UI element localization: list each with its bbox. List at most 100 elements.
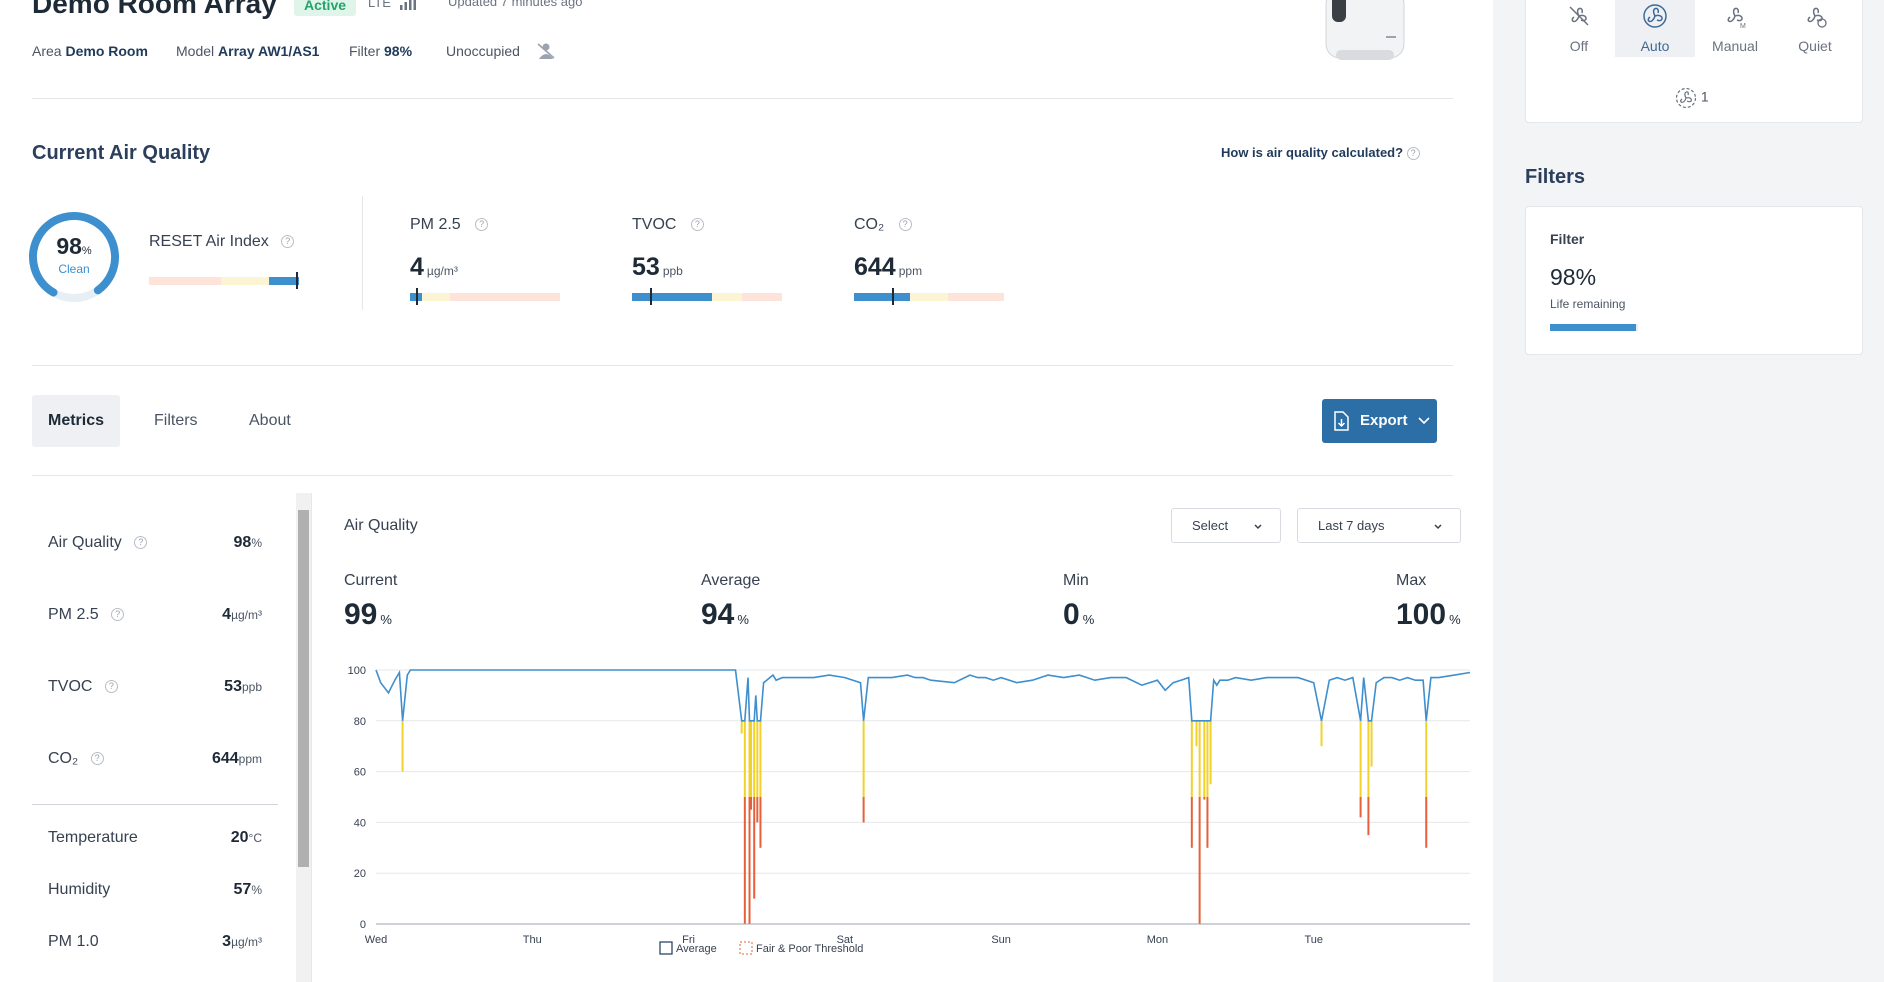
tab-filters[interactable]: Filters [154,412,198,429]
legend-threshold-swatch [739,941,753,955]
help-icon: ? [134,536,148,550]
help-icon: ? [281,235,295,249]
help-icon: ? [104,680,118,694]
filter-life-bar [1550,324,1638,331]
stat-average-value: 94% [701,598,749,631]
y-tick-label: 60 [354,767,366,779]
co2-label: CO₂ ? [854,216,912,234]
meta-model: Model Array AW1/AS1 [176,43,320,59]
filter-card[interactable]: Filter 98% Life remaining [1525,206,1863,355]
average-line [375,669,1470,722]
filter-life-fill [1550,324,1637,331]
tvoc-label: TVOC ? [632,216,704,234]
stat-min-label: Min [1063,572,1089,589]
range-select[interactable]: Last 7 days [1297,508,1461,543]
help-icon: ? [898,218,912,232]
filters-heading: Filters [1525,166,1586,188]
co2-marker [892,288,894,305]
stat-max-value: 100% [1396,598,1461,631]
device-title: Demo Room Array [32,0,277,19]
mode-auto-button[interactable]: Auto [1615,0,1695,57]
air-index-label: RESET Air Index ? [149,233,295,251]
fan-manual-icon: M [1727,7,1746,30]
mode-manual-button[interactable]: M Manual [1695,0,1775,57]
x-tick-label: Thu [523,934,542,946]
x-tick-label: Fri [682,934,695,946]
list-item-humidity[interactable]: Humidity 57% [48,881,262,898]
tab-about[interactable]: About [249,412,291,429]
control-sidebar [1493,0,1884,982]
fan-off-icon [1569,6,1589,26]
legend-average-label: Average [676,943,717,955]
updated-time: Updated 7 minutes ago [448,0,583,9]
tvoc-value: 53 ppb [632,253,683,281]
device-image [1325,0,1405,60]
metric-select[interactable]: Select [1171,508,1281,543]
meta-filter: Filter 98% [349,43,413,59]
scrollbar-thumb[interactable] [298,510,309,867]
mode-quiet-button[interactable]: Quiet [1775,0,1855,57]
chevron-down-icon [1254,524,1262,530]
fan-mode-card: Off Auto M Manual Quiet 1 [1525,0,1863,123]
divider [311,493,312,982]
x-tick-label: Wed [365,934,387,946]
svg-text:M: M [1740,23,1746,29]
divider [362,196,363,310]
tab-metrics[interactable]: Metrics [32,395,121,447]
current-air-quality-heading: Current Air Quality [32,142,211,164]
co2-bar [854,293,1004,301]
divider [32,475,1453,476]
chart-title: Air Quality [344,517,418,534]
help-icon: ? [475,218,489,232]
stat-average-label: Average [701,572,761,589]
list-item-pm25[interactable]: PM 2.5 ? 4µg/m³ [48,606,262,623]
filter-card-title: Filter [1550,231,1585,247]
legend-average-swatch [659,941,673,955]
y-tick-label: 100 [348,665,366,677]
tvoc-marker [650,288,652,305]
meta-occupancy: Unoccupied [446,43,520,59]
x-tick-label: Sat [837,934,854,946]
export-button[interactable]: Export [1322,399,1437,443]
air-index-value: 98% [56,233,92,259]
chevron-down-icon [1434,524,1442,530]
x-tick-label: Tue [1304,934,1323,946]
y-tick-label: 0 [360,919,366,931]
list-item-tvoc[interactable]: TVOC ? 53ppb [48,678,262,695]
list-item-pm10[interactable]: PM 1.0 3µg/m³ [48,933,262,950]
y-tick-label: 80 [354,716,366,728]
stat-max-label: Max [1396,572,1427,589]
y-tick-label: 40 [354,817,366,829]
pm25-marker [416,288,418,305]
chevron-down-icon [1418,417,1430,425]
download-file-icon [1334,411,1349,431]
list-item-co2[interactable]: CO₂ ? 644ppm [48,750,262,767]
air-quality-help-link[interactable]: How is air quality calculated? ? [1221,145,1420,161]
list-item-air-quality[interactable]: Air Quality ? 98% [48,534,262,551]
pm25-value: 4 µg/m³ [410,253,458,281]
fan-speed: 1 [1675,87,1709,109]
list-item-temperature[interactable]: Temperature 20°C [48,829,262,846]
divider [32,98,1453,99]
stat-min-value: 0% [1063,598,1095,631]
legend-threshold-label: Fair & Poor Threshold [756,943,863,955]
help-icon: ? [690,218,704,232]
stat-current-value: 99% [344,598,392,631]
pm25-bar [410,293,560,301]
filter-life-caption: Life remaining [1550,297,1626,311]
signal-icon [400,0,416,10]
air-index-gauge [29,212,120,302]
air-index-bar [149,277,299,285]
x-tick-label: Mon [1147,934,1168,946]
mode-off-button[interactable]: Off [1539,0,1619,57]
air-index-marker [296,272,298,289]
status-badge: Active [294,0,357,16]
stat-current-label: Current [344,572,398,589]
divider [32,804,278,805]
help-icon: ? [111,608,125,622]
help-icon: ? [1406,147,1420,161]
network-label: LTE [368,0,391,10]
meta-area: Area Demo Room [32,43,148,59]
fan-auto-icon [1643,4,1667,28]
co2-value: 644 ppm [854,253,923,281]
